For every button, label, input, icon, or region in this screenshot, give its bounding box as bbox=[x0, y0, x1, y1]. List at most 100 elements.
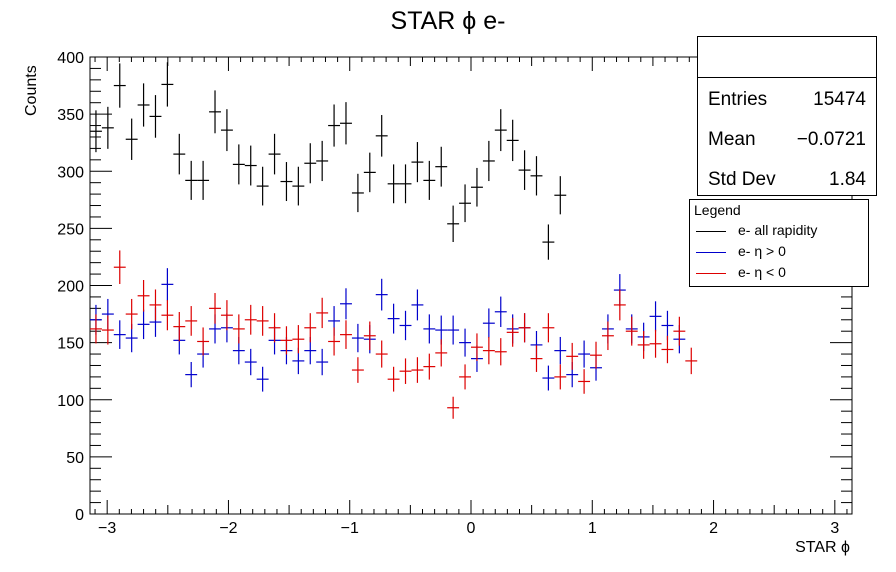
data-point bbox=[649, 329, 662, 358]
legend-item-eta-negative: e- η < 0 bbox=[694, 264, 864, 282]
data-point bbox=[244, 304, 257, 335]
data-point bbox=[304, 143, 317, 184]
data-point bbox=[161, 62, 174, 107]
data-point bbox=[125, 298, 138, 330]
data-point bbox=[316, 140, 329, 182]
data-point bbox=[101, 106, 114, 149]
data-point bbox=[256, 306, 269, 336]
legend-item-eta-positive: e- η > 0 bbox=[694, 243, 864, 261]
data-point bbox=[90, 314, 102, 344]
data-point bbox=[268, 133, 281, 175]
data-point bbox=[554, 336, 567, 365]
data-point bbox=[256, 366, 269, 392]
stats-mean-label: Mean bbox=[708, 129, 756, 150]
data-point bbox=[328, 104, 341, 147]
data-point bbox=[185, 361, 198, 388]
data-point bbox=[554, 364, 567, 390]
data-point bbox=[161, 300, 174, 331]
x-tick-label: 3 bbox=[830, 520, 839, 537]
stats-stddev-row: Std Dev 1.84 bbox=[708, 169, 866, 199]
data-point bbox=[149, 95, 162, 138]
data-point bbox=[471, 333, 483, 361]
data-point bbox=[482, 140, 495, 182]
data-point bbox=[90, 110, 102, 153]
data-point bbox=[566, 342, 579, 370]
data-point bbox=[197, 160, 210, 200]
data-point bbox=[459, 364, 471, 390]
stats-box: Entries 15474 Mean −0.0721 Std Dev 1.84 bbox=[697, 36, 877, 196]
data-point bbox=[316, 348, 329, 376]
data-point bbox=[542, 224, 555, 260]
data-point bbox=[363, 152, 376, 193]
data-point bbox=[435, 146, 448, 187]
y-tick-label: 50 bbox=[66, 450, 84, 467]
data-point bbox=[554, 176, 567, 215]
y-axis: 0 50 100 150 200 250 300 350 400 bbox=[57, 50, 852, 524]
data-point bbox=[351, 357, 364, 383]
x-tick-label: −2 bbox=[219, 520, 237, 537]
data-point bbox=[542, 365, 555, 391]
y-tick-label: 150 bbox=[57, 336, 84, 353]
data-point bbox=[137, 279, 150, 312]
data-point bbox=[232, 144, 245, 185]
data-point bbox=[209, 293, 221, 324]
data-point bbox=[649, 301, 662, 332]
data-point bbox=[518, 313, 531, 343]
data-point bbox=[232, 314, 245, 344]
data-point bbox=[316, 297, 329, 329]
data-point bbox=[673, 316, 686, 346]
data-point bbox=[494, 338, 507, 366]
data-point bbox=[637, 331, 650, 359]
data-point bbox=[399, 164, 412, 204]
chart-title: STAR ϕ e- bbox=[391, 7, 506, 35]
data-point bbox=[375, 278, 388, 311]
x-tick-label: −3 bbox=[98, 520, 116, 537]
data-point bbox=[173, 311, 186, 342]
data-point bbox=[387, 164, 400, 204]
data-point bbox=[530, 345, 543, 372]
data-point bbox=[494, 296, 507, 327]
data-point bbox=[387, 366, 400, 392]
data-point bbox=[328, 327, 341, 356]
legend-swatch-eta-positive bbox=[696, 252, 726, 253]
data-point bbox=[185, 160, 198, 200]
stats-entries-value: 15474 bbox=[813, 89, 866, 110]
data-point bbox=[351, 323, 364, 353]
data-point bbox=[578, 369, 591, 394]
data-point bbox=[471, 167, 483, 207]
data-point bbox=[411, 289, 424, 321]
data-point bbox=[292, 166, 305, 206]
data-point bbox=[149, 289, 162, 321]
data-point bbox=[244, 348, 257, 376]
data-point bbox=[613, 289, 626, 321]
data-point bbox=[482, 336, 495, 365]
y-axis-label: Counts bbox=[23, 65, 40, 116]
y-tick-label: 100 bbox=[57, 393, 84, 410]
data-point bbox=[113, 250, 126, 285]
legend-swatch-eta-negative bbox=[696, 273, 726, 274]
y-tick-label: 250 bbox=[57, 221, 84, 238]
data-point bbox=[423, 160, 436, 200]
data-point bbox=[137, 309, 150, 340]
data-point bbox=[423, 314, 436, 344]
x-tick-label: 2 bbox=[709, 520, 718, 537]
legend-label-eta-negative: e- η < 0 bbox=[738, 264, 786, 280]
data-point bbox=[363, 321, 376, 351]
data-point bbox=[220, 109, 233, 152]
data-point bbox=[411, 357, 424, 383]
data-point bbox=[209, 90, 221, 134]
y-tick-label: 300 bbox=[57, 164, 84, 181]
data-point bbox=[113, 63, 126, 108]
data-point bbox=[113, 320, 126, 349]
data-point bbox=[268, 313, 281, 343]
y-tick-label: 0 bbox=[75, 507, 84, 524]
y-tick-label: 350 bbox=[57, 107, 84, 124]
data-point bbox=[292, 325, 305, 354]
data-point bbox=[661, 310, 674, 341]
data-point bbox=[244, 145, 257, 186]
y-tick-label: 200 bbox=[57, 279, 84, 296]
stats-mean-value: −0.0721 bbox=[796, 129, 866, 150]
series-0 bbox=[90, 62, 567, 260]
legend-label-all: e- all rapidity bbox=[738, 222, 818, 238]
